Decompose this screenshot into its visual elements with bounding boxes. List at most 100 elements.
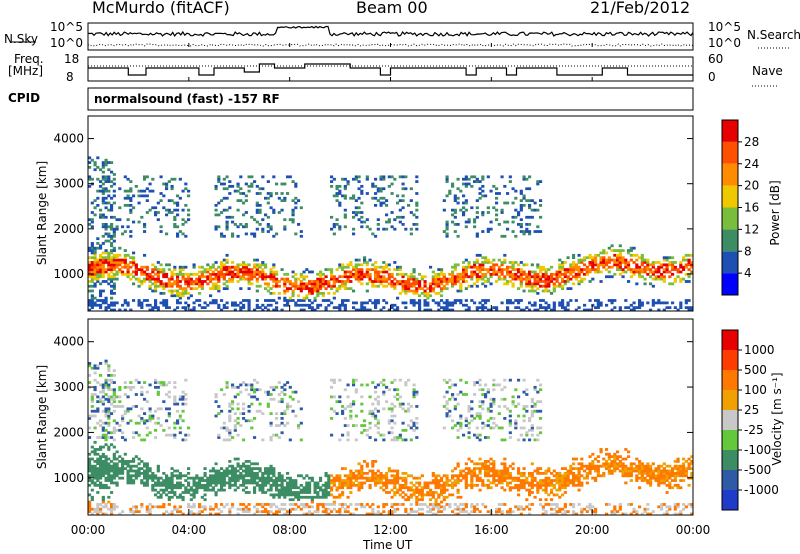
velocity-cell bbox=[173, 402, 177, 406]
power-cell bbox=[209, 301, 213, 305]
power-cell bbox=[415, 175, 419, 179]
power-cell bbox=[596, 301, 600, 305]
power-cell bbox=[456, 277, 460, 281]
power-cell bbox=[112, 282, 116, 286]
power-cell bbox=[294, 201, 298, 205]
power-cell bbox=[239, 287, 243, 290]
velocity-cell bbox=[222, 426, 226, 430]
power-cell bbox=[671, 263, 675, 267]
velocity-cell bbox=[294, 481, 298, 485]
power-cell bbox=[244, 182, 248, 186]
velocity-cell bbox=[269, 469, 273, 473]
velocity-cell bbox=[473, 507, 477, 511]
power-cell bbox=[563, 270, 567, 274]
velocity-cell bbox=[233, 424, 237, 427]
power-cell bbox=[90, 158, 94, 162]
velocity-cell bbox=[187, 503, 191, 506]
power-cell bbox=[88, 284, 92, 288]
velocity-cell bbox=[209, 469, 213, 473]
power-cell bbox=[214, 213, 218, 217]
power-cell bbox=[387, 277, 391, 281]
power-cell bbox=[343, 272, 347, 276]
velocity-cell bbox=[123, 385, 127, 389]
velocity-cell bbox=[440, 491, 444, 494]
velocity-cell bbox=[352, 383, 356, 387]
power-cell bbox=[412, 280, 416, 283]
velocity-cell bbox=[275, 417, 279, 420]
power-cell bbox=[640, 270, 644, 274]
power-cell bbox=[137, 277, 141, 281]
power-cell bbox=[577, 275, 581, 279]
velocity-cell bbox=[500, 426, 504, 430]
velocity-cell bbox=[412, 395, 416, 399]
power-cell bbox=[528, 272, 532, 276]
power-cell bbox=[247, 303, 251, 307]
power-cell bbox=[448, 301, 452, 305]
power-cell bbox=[349, 280, 353, 283]
velocity-cell bbox=[291, 491, 295, 494]
power-cell bbox=[236, 303, 240, 307]
velocity-cell bbox=[123, 412, 127, 416]
power-cell bbox=[382, 177, 386, 181]
velocity-cell bbox=[247, 405, 251, 408]
power-cell bbox=[154, 284, 158, 288]
velocity-cell bbox=[217, 479, 221, 482]
power-cell bbox=[387, 282, 391, 286]
velocity-cell bbox=[321, 503, 325, 506]
power-cell bbox=[203, 306, 207, 310]
velocity-cell bbox=[470, 505, 474, 509]
power-cell bbox=[299, 234, 303, 238]
power-cell bbox=[624, 299, 628, 302]
velocity-cell bbox=[330, 510, 334, 514]
velocity-cell bbox=[464, 486, 468, 490]
power-cell bbox=[93, 258, 97, 262]
velocity-cell bbox=[459, 479, 463, 482]
velocity-cell bbox=[335, 495, 339, 499]
velocity-cell bbox=[112, 388, 116, 392]
power-cell bbox=[442, 230, 446, 233]
power-cell bbox=[162, 182, 166, 186]
power-cell bbox=[365, 275, 369, 279]
velocity-cell bbox=[324, 474, 328, 478]
velocity-cell bbox=[244, 505, 248, 509]
power-cell bbox=[269, 303, 273, 307]
velocity-cell bbox=[453, 397, 457, 401]
velocity-cell bbox=[156, 417, 160, 420]
power-cell bbox=[602, 256, 606, 260]
velocity-cell bbox=[200, 483, 204, 487]
power-cell bbox=[376, 270, 380, 274]
power-cell bbox=[456, 280, 460, 283]
velocity-cell bbox=[88, 460, 92, 463]
velocity-cell bbox=[473, 381, 477, 384]
power-cell bbox=[255, 263, 259, 267]
velocity-cell bbox=[112, 481, 116, 485]
velocity-cell bbox=[434, 476, 438, 480]
power-cell bbox=[657, 265, 661, 269]
power-cell bbox=[222, 258, 226, 262]
power-cell bbox=[495, 208, 499, 212]
velocity-cell bbox=[93, 481, 97, 485]
power-cell bbox=[429, 265, 433, 269]
velocity-cell bbox=[261, 481, 265, 485]
power-cell bbox=[519, 225, 523, 229]
power-cell bbox=[478, 277, 482, 281]
power-cell bbox=[198, 303, 202, 307]
velocity-cell bbox=[250, 426, 254, 430]
power-cell bbox=[148, 303, 152, 307]
power-cell bbox=[217, 270, 221, 274]
power-cell bbox=[209, 287, 213, 290]
power-cell bbox=[266, 223, 270, 226]
power-cell bbox=[396, 308, 400, 312]
velocity-cell bbox=[316, 495, 320, 499]
power-cell bbox=[112, 303, 116, 307]
power-cell bbox=[640, 256, 644, 260]
velocity-cell bbox=[99, 481, 103, 485]
velocity-cell bbox=[341, 505, 345, 509]
velocity-cell bbox=[176, 474, 180, 478]
velocity-cell bbox=[123, 393, 127, 396]
power-cell bbox=[206, 270, 210, 274]
velocity-cell bbox=[508, 464, 512, 468]
power-cell bbox=[236, 268, 240, 271]
velocity-cell bbox=[214, 503, 218, 506]
power-cell bbox=[299, 282, 303, 286]
